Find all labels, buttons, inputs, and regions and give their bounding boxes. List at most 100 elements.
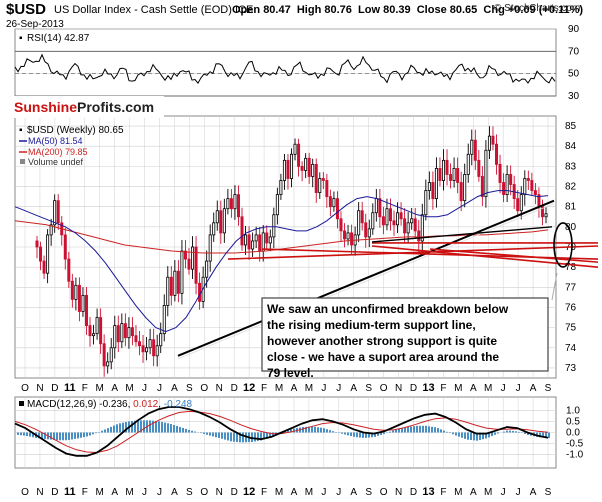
macd-histogram-bar — [488, 432, 490, 438]
price-candle — [173, 270, 177, 296]
price-tick-label: 73 — [565, 363, 577, 374]
low-label: Low — [358, 4, 381, 16]
price-candle — [417, 230, 421, 242]
macd-histogram-bar — [224, 432, 226, 440]
macd-x-label: F — [440, 487, 446, 498]
macd-histogram-bar — [320, 427, 322, 433]
macd-line — [14, 406, 549, 457]
macd-histogram-bar — [17, 432, 19, 435]
price-candle — [95, 317, 99, 335]
price-candle — [523, 178, 527, 196]
macd-histogram-bar — [161, 421, 163, 433]
annotation-text-line: the rising medium-term support line, — [267, 318, 476, 332]
macd-x-label: J — [142, 487, 147, 498]
macd-x-label: A — [171, 487, 178, 498]
macd-histogram-bar — [380, 432, 382, 435]
price-candle — [431, 182, 435, 200]
macd-histogram-bar — [266, 432, 268, 439]
macd-histogram-bar — [323, 428, 325, 433]
price-candle — [480, 176, 484, 198]
macd-histogram-bar — [179, 426, 181, 433]
price-x-label: M — [96, 383, 104, 394]
price-candle — [530, 180, 534, 191]
macd-x-label: 13 — [422, 486, 434, 498]
price-candle — [134, 335, 138, 343]
price-x-label: M — [484, 383, 492, 394]
macd-histogram-bar — [236, 432, 238, 442]
price-candle — [350, 232, 354, 246]
price-candle — [106, 361, 110, 367]
macd-histogram-bar — [293, 428, 295, 433]
price-candle — [169, 276, 173, 296]
annotation-text-line: 79 level. — [267, 366, 314, 380]
macd-x-label: N — [216, 487, 223, 498]
price-candle — [258, 234, 262, 252]
price-x-label: O — [21, 383, 29, 394]
macd-histogram-bar — [497, 432, 499, 434]
macd-histogram-bar — [308, 426, 310, 433]
macd-histogram-bar — [113, 425, 115, 433]
macd-histogram-bar — [458, 432, 460, 437]
macd-histogram-bar — [329, 430, 331, 433]
macd-histogram-bar — [158, 421, 160, 433]
price-candle — [88, 325, 92, 337]
macd-histogram-bar — [125, 422, 127, 433]
price-x-label: S — [545, 383, 552, 394]
price-candle — [533, 190, 537, 195]
macd-histogram-bar — [242, 432, 244, 443]
price-candle — [396, 212, 400, 226]
macd-histogram-bar — [446, 431, 448, 433]
price-candle — [187, 258, 191, 270]
macd-tick-label: -1.0 — [566, 450, 584, 461]
price-candle — [244, 234, 248, 246]
rsi-legend-marker: ▪ — [19, 33, 23, 44]
macd-histogram-bar — [404, 427, 406, 433]
price-x-label: D — [410, 383, 417, 394]
price-candle — [222, 208, 226, 234]
macd-legend-marker — [19, 401, 24, 406]
price-tick-label: 81 — [565, 202, 577, 213]
macd-histogram-bar — [221, 432, 223, 439]
price-legend-main: $USD (Weekly) 80.65 — [27, 125, 124, 136]
price-candle — [445, 159, 449, 175]
macd-histogram-bar — [290, 429, 292, 433]
price-candle — [219, 210, 223, 234]
price-candle — [328, 196, 332, 208]
macd-histogram-bar — [485, 432, 487, 439]
macd-histogram-bar — [44, 432, 46, 439]
macd-histogram-bar — [101, 430, 103, 433]
macd-histogram-bar — [377, 432, 379, 436]
volume-legend: Volume undef — [28, 157, 84, 167]
price-candle — [300, 165, 304, 171]
macd-histogram-bar — [74, 432, 76, 439]
close-label: Close — [416, 4, 447, 16]
macd-histogram-bar — [104, 429, 106, 433]
macd-histogram-bar — [482, 432, 484, 440]
macd-histogram-bar — [395, 429, 397, 433]
price-candle — [148, 339, 152, 349]
price-x-label: O — [200, 383, 208, 394]
macd-histogram-bar — [449, 432, 451, 434]
price-candle — [325, 180, 329, 198]
price-candle — [385, 208, 389, 226]
macd-histogram-bar — [149, 420, 151, 433]
macd-histogram-bar — [347, 432, 349, 436]
price-candle — [470, 139, 474, 155]
close-value: 80.65 — [449, 4, 478, 16]
macd-legend: MACD(12,26,9) -0.236, 0.012, -0.248 — [27, 399, 193, 410]
macd-x-label: J — [157, 487, 162, 498]
price-candle — [35, 240, 39, 248]
macd-histogram-bar — [239, 432, 241, 443]
macd-histogram-bar — [71, 432, 73, 440]
price-candle — [484, 149, 488, 198]
price-candle — [265, 232, 269, 244]
macd-x-label: O — [21, 487, 29, 498]
price-candle — [53, 200, 57, 226]
macd-histogram-bar — [470, 432, 472, 441]
support-trendline-red — [227, 245, 599, 260]
open-value: 80.47 — [263, 4, 291, 16]
price-x-label: F — [261, 383, 267, 394]
macd-histogram-bar — [506, 430, 508, 433]
macd-histogram-bar — [59, 432, 61, 441]
price-candle — [127, 327, 131, 339]
